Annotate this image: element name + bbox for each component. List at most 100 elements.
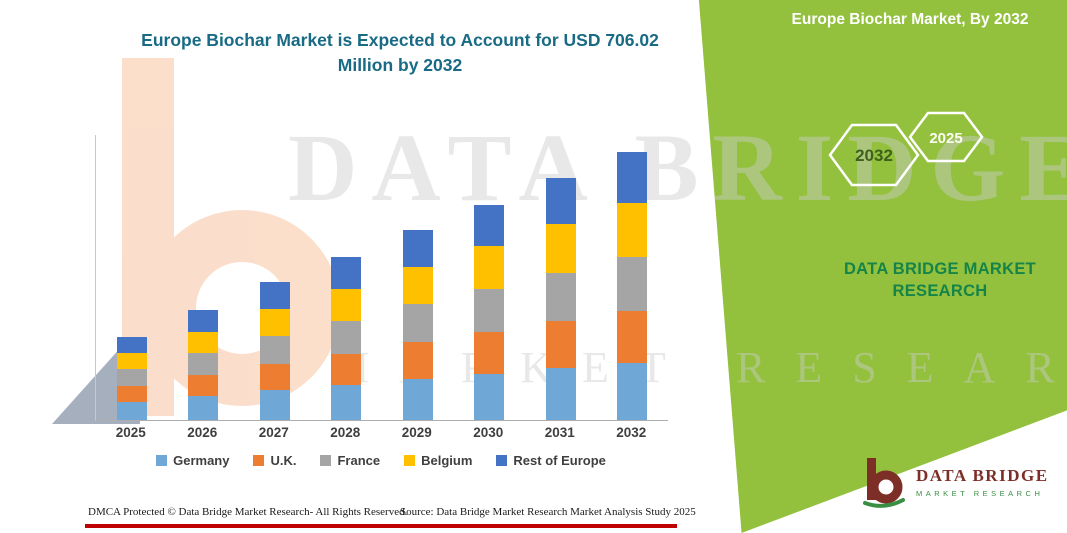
stacked-bar-2029: [402, 135, 433, 420]
logo-wordmark: DATA BRIDGE: [916, 466, 1049, 485]
bar-slot-2025: [96, 135, 168, 420]
bar-segment-france-2032: [617, 257, 648, 311]
bar-segment-u-k-2028: [331, 353, 362, 386]
legend: Germany U.K. France Belgium Rest of Europe: [95, 453, 667, 468]
bar-segment-germany-2028: [331, 385, 362, 420]
background-b-logo-watermark: [52, 58, 350, 438]
bar-segment-u-k-2030: [474, 332, 505, 375]
legend-item-france: France: [320, 453, 380, 468]
bar-slot-2028: [311, 135, 383, 420]
bar-segment-belgium-2028: [331, 288, 362, 321]
legend-swatch-germany: [156, 455, 168, 466]
bar-segment-rest-of-europe-2029: [402, 230, 433, 267]
legend-swatch-rest-of-europe: [496, 455, 508, 466]
bar-segment-germany-2027: [259, 390, 290, 420]
bar-segment-germany-2025: [116, 401, 147, 420]
hexagon-2025-outline: [908, 111, 984, 163]
source-text: Source: Data Bridge Market Research Mark…: [400, 506, 696, 518]
x-axis-label-2025: 2025: [115, 425, 146, 440]
bar-segment-germany-2026: [188, 396, 219, 420]
year-hexagons: 2032 2025: [828, 111, 984, 187]
bar-segment-france-2025: [116, 369, 147, 386]
bar-segment-germany-2031: [545, 368, 576, 420]
bar-segment-france-2027: [259, 336, 290, 364]
bar-segment-rest-of-europe-2026: [188, 310, 219, 332]
bar-segment-rest-of-europe-2025: [116, 337, 147, 353]
side-panel-title: Europe Biochar Market, By 2032: [791, 11, 1029, 28]
legend-label-rest-of-europe: Rest of Europe: [513, 453, 606, 468]
stacked-bar-2026: [188, 135, 219, 420]
bar-segment-u-k-2027: [259, 363, 290, 391]
x-axis-label-2030: 2030: [473, 425, 504, 440]
x-axis-label-2032: 2032: [616, 425, 647, 440]
stacked-bar-2027: [259, 135, 290, 420]
x-axis-label-2031: 2031: [544, 425, 575, 440]
bar-segment-germany-2030: [474, 374, 505, 420]
bar-segment-belgium-2027: [259, 308, 290, 337]
legend-item-belgium: Belgium: [404, 453, 472, 468]
stacked-bar-2030: [474, 135, 505, 420]
bar-segment-france-2029: [402, 304, 433, 343]
bar-segment-france-2026: [188, 353, 219, 376]
bar-segment-u-k-2025: [116, 385, 147, 402]
bar-segment-u-k-2031: [545, 321, 576, 369]
logo-subtitle: MARKET RESEARCH: [916, 489, 1044, 498]
x-axis-label-2029: 2029: [401, 425, 432, 440]
bar-slot-2030: [454, 135, 526, 420]
bar-segment-belgium-2029: [402, 266, 433, 305]
copyright-text: DMCA Protected © Data Bridge Market Rese…: [88, 506, 408, 518]
stacked-bar-2031: [545, 135, 576, 420]
data-bridge-b-icon: [863, 458, 905, 508]
bar-segment-belgium-2032: [617, 203, 648, 257]
stacked-bar-2025: [116, 135, 147, 420]
bar-segment-belgium-2030: [474, 245, 505, 289]
bar-segment-rest-of-europe-2027: [259, 282, 290, 309]
bar-segment-u-k-2029: [402, 342, 433, 380]
bar-segment-rest-of-europe-2031: [545, 177, 576, 225]
bar-segment-rest-of-europe-2030: [474, 204, 505, 246]
bar-segment-belgium-2026: [188, 331, 219, 354]
bar-slot-2031: [525, 135, 597, 420]
legend-label-u-k: U.K.: [270, 453, 297, 468]
bar-segment-rest-of-europe-2028: [331, 257, 362, 289]
hexagon-2032-outline: [828, 123, 920, 187]
bar-segment-france-2031: [545, 272, 576, 322]
bar-segment-france-2030: [474, 288, 505, 333]
brand-wordmark: DATA BRIDGE MARKET RESEARCH: [800, 258, 1067, 303]
legend-item-germany: Germany: [156, 453, 229, 468]
hexagon-2032-label: 2032: [855, 146, 893, 165]
legend-item-u-k: U.K.: [253, 453, 296, 468]
bar-segment-germany-2032: [617, 363, 648, 420]
legend-item-rest-of-europe: Rest of Europe: [496, 453, 606, 468]
hexagon-2025-label: 2025: [929, 130, 962, 147]
x-axis-label-2026: 2026: [187, 425, 218, 440]
bar-segment-u-k-2032: [617, 310, 648, 363]
bar-segment-u-k-2026: [188, 375, 219, 397]
data-bridge-logo: DATA BRIDGE MARKET RESEARCH: [862, 456, 1049, 508]
legend-swatch-belgium: [404, 455, 416, 466]
bar-segment-belgium-2031: [545, 224, 576, 273]
stacked-bar-2032: [617, 135, 648, 420]
bar-slot-2027: [239, 135, 311, 420]
legend-label-belgium: Belgium: [421, 453, 473, 468]
plot-area: [95, 135, 668, 421]
legend-label-france: France: [337, 453, 381, 468]
brand-line-1: DATA BRIDGE MARKET: [843, 260, 1037, 278]
bar-slot-2029: [382, 135, 454, 420]
chart-title: Europe Biochar Market is Expected to Acc…: [141, 30, 659, 76]
bar-segment-france-2028: [331, 320, 362, 354]
bar-segment-germany-2029: [402, 379, 433, 420]
x-axis-label-2027: 2027: [258, 425, 289, 440]
legend-swatch-u-k: [253, 455, 265, 466]
legend-label-germany: Germany: [173, 453, 230, 468]
x-axis-label-2028: 2028: [330, 425, 361, 440]
bar-segment-rest-of-europe-2032: [617, 151, 648, 204]
bar-slot-2032: [597, 135, 669, 420]
brand-line-2: RESEARCH: [892, 282, 988, 301]
legend-swatch-france: [320, 455, 332, 466]
bottom-red-rule: [85, 524, 677, 528]
bar-segment-belgium-2025: [116, 352, 147, 370]
bar-slot-2026: [168, 135, 240, 420]
x-axis-labels: 2025 2026 2027 2028 2029 2030 2031 2032: [95, 425, 667, 440]
